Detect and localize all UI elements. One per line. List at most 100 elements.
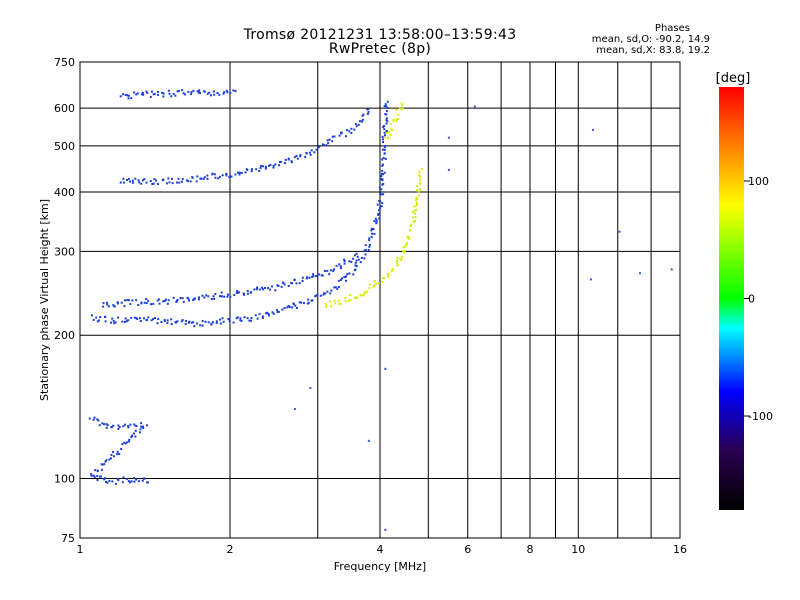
data-point xyxy=(419,182,422,185)
data-point xyxy=(129,423,132,426)
data-point xyxy=(112,451,115,454)
data-point xyxy=(213,93,216,96)
chart-title: Tromsø 20121231 13:58:00–13:59:43 xyxy=(243,27,517,43)
data-point xyxy=(389,133,392,136)
data-point xyxy=(317,146,320,149)
data-point xyxy=(311,275,314,278)
data-point xyxy=(281,308,284,311)
data-point xyxy=(140,182,143,185)
data-point xyxy=(161,91,164,94)
data-point xyxy=(127,480,130,483)
data-point xyxy=(292,302,295,305)
data-point xyxy=(348,260,351,263)
data-point xyxy=(129,303,132,306)
colorbar-ticks: 100 0 -100 xyxy=(744,175,773,423)
data-point xyxy=(392,119,395,122)
data-point xyxy=(233,294,236,297)
data-point xyxy=(181,178,184,181)
data-point xyxy=(134,177,137,180)
data-point xyxy=(364,291,367,294)
x-tick-label: 8 xyxy=(527,543,534,556)
data-point xyxy=(124,317,127,320)
data-point xyxy=(386,100,389,103)
data-point xyxy=(343,258,346,261)
data-point xyxy=(368,239,371,242)
data-point xyxy=(238,291,241,294)
data-point xyxy=(156,183,159,186)
data-point xyxy=(329,292,332,295)
data-point xyxy=(363,257,366,260)
data-point xyxy=(236,290,239,293)
data-point xyxy=(140,301,143,304)
data-point xyxy=(403,249,406,252)
data-point xyxy=(413,205,416,208)
data-point xyxy=(411,211,414,214)
data-point xyxy=(295,154,298,157)
data-point xyxy=(356,296,359,299)
data-point xyxy=(354,296,357,299)
data-point xyxy=(382,157,385,160)
data-point xyxy=(127,426,130,429)
data-point xyxy=(381,164,384,167)
data-point xyxy=(127,177,130,180)
data-point xyxy=(264,286,267,289)
data-point xyxy=(133,316,136,319)
data-point xyxy=(179,297,182,300)
data-point xyxy=(192,321,195,324)
data-point xyxy=(156,299,159,302)
data-point xyxy=(338,263,341,266)
data-point xyxy=(104,320,107,323)
data-point xyxy=(162,92,165,95)
data-point xyxy=(122,93,125,96)
data-point xyxy=(124,93,127,96)
data-point xyxy=(383,152,386,155)
data-point xyxy=(111,317,114,320)
data-point xyxy=(100,463,103,466)
data-point xyxy=(137,480,140,483)
data-point xyxy=(253,288,256,291)
data-point xyxy=(260,165,263,168)
data-point xyxy=(382,193,385,196)
data-point xyxy=(274,289,277,292)
data-point xyxy=(152,318,155,321)
data-point xyxy=(383,128,386,131)
data-point xyxy=(255,288,258,291)
data-point xyxy=(409,225,412,228)
data-point xyxy=(157,298,160,301)
data-point xyxy=(141,93,144,96)
data-point xyxy=(413,209,416,212)
data-point xyxy=(90,473,93,476)
data-point xyxy=(108,479,111,482)
data-point xyxy=(108,458,111,461)
data-point xyxy=(404,245,407,248)
data-point xyxy=(312,273,315,276)
data-point xyxy=(232,89,235,92)
data-point xyxy=(265,312,268,315)
data-point xyxy=(167,299,170,302)
data-point xyxy=(96,320,99,323)
data-point xyxy=(246,289,249,292)
data-point xyxy=(218,93,221,96)
data-point xyxy=(174,94,177,97)
data-point xyxy=(395,108,398,111)
data-point xyxy=(117,424,120,427)
data-point xyxy=(207,321,210,324)
data-point xyxy=(359,293,362,296)
data-point xyxy=(118,425,121,428)
data-point xyxy=(361,114,364,117)
data-point xyxy=(113,322,116,325)
data-point xyxy=(396,118,399,121)
data-point xyxy=(93,476,96,479)
data-point xyxy=(322,293,325,296)
data-point xyxy=(181,319,184,322)
data-point xyxy=(353,128,356,131)
data-point xyxy=(170,95,173,98)
data-point xyxy=(228,319,231,322)
data-point xyxy=(325,144,328,147)
data-point xyxy=(294,304,297,307)
data-point xyxy=(383,124,386,127)
data-point xyxy=(308,276,311,279)
data-point xyxy=(101,422,104,425)
data-point xyxy=(212,295,215,298)
data-point xyxy=(196,90,199,93)
